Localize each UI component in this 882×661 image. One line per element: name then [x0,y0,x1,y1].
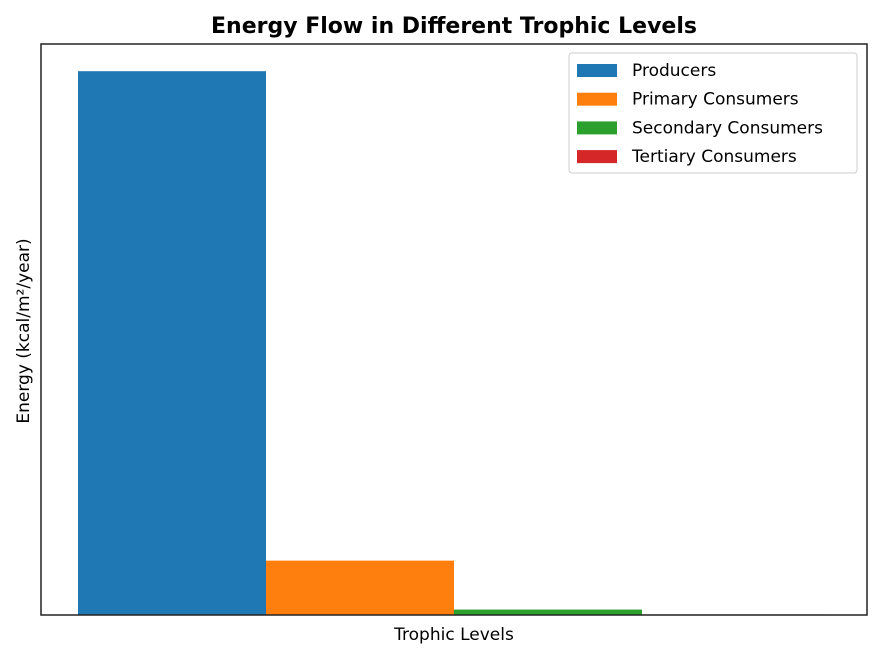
legend-label: Primary Consumers [632,90,799,110]
legend: Producers Primary Consumers Secondary Cons… [568,52,858,174]
legend-label: Tertiary Consumers [631,147,797,167]
bar-secondary-consumers [454,609,642,615]
chart-title: Energy Flow in Different Trophic Levels [211,14,697,39]
legend-swatch [577,64,617,77]
x-axis-label: Trophic Levels [393,625,514,645]
plot-frame [40,43,868,616]
legend-swatch [577,121,617,135]
plot-area [40,43,868,616]
legend-label: Producers [632,61,716,81]
legend-label: Secondary Consumers [632,118,823,138]
y-axis-label: Energy (kcal/m²/year) [14,238,34,423]
legend-swatch [577,150,617,164]
bar-producers [78,71,266,615]
legend-items: Producers Primary Consumers Secondary Cons… [577,61,823,167]
legend-box [568,52,858,174]
bar-primary-consumers [266,560,454,615]
bar-group [78,71,830,615]
legend-swatch [577,92,617,106]
